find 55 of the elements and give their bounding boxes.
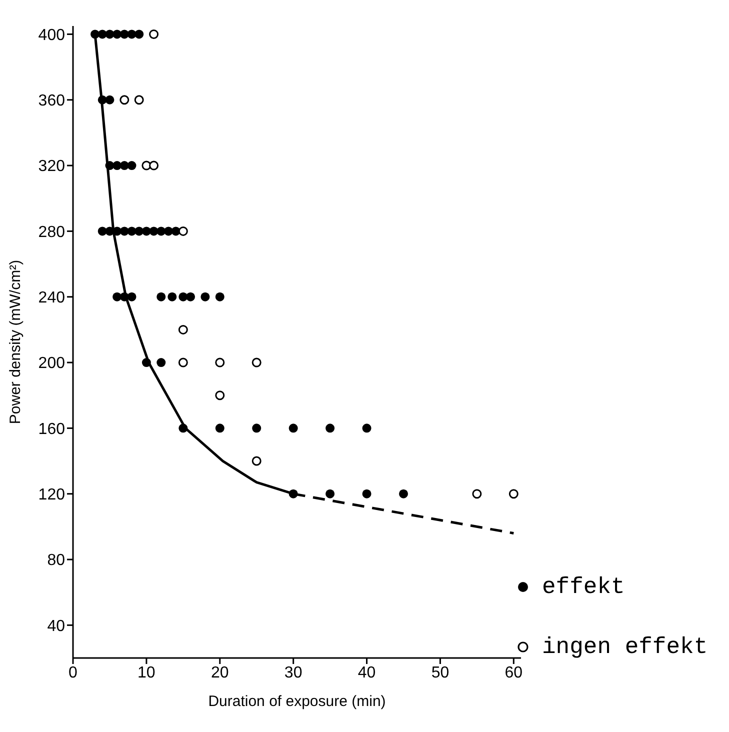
point: [178, 324, 188, 334]
point: [149, 29, 159, 39]
point: [215, 358, 225, 368]
y-tick-label: 320: [38, 158, 66, 176]
point: [215, 390, 225, 400]
point: [252, 456, 262, 466]
x-tick-label: 20: [210, 664, 229, 682]
point: [508, 489, 518, 499]
point: [134, 95, 144, 105]
legend-label: ingen effekt: [542, 634, 708, 660]
point: [472, 489, 482, 499]
point: [326, 489, 335, 498]
point: [156, 358, 166, 368]
x-tick-label: 10: [138, 664, 156, 682]
y-tick-label: 160: [38, 420, 66, 438]
y-tick-label: 280: [38, 224, 66, 241]
y-tick-label: 400: [38, 26, 66, 44]
point: [168, 292, 177, 302]
point: [164, 226, 173, 236]
point: [134, 30, 144, 39]
point: [127, 292, 136, 302]
y-tick-label: 360: [38, 92, 66, 110]
point: [142, 226, 151, 236]
point: [120, 95, 130, 105]
point: [178, 226, 188, 236]
y-tick-label: 40: [47, 618, 66, 635]
point: [186, 292, 196, 302]
x-tick-label: 40: [358, 664, 376, 682]
x-tick-label: 30: [284, 664, 302, 682]
point: [326, 424, 335, 433]
point: [215, 424, 224, 433]
x-tick-label: 50: [431, 664, 450, 682]
point: [200, 292, 210, 302]
point: [178, 358, 188, 368]
y-tick-label: 80: [47, 552, 66, 570]
point: [215, 292, 224, 302]
y-tick-label: 240: [38, 290, 66, 307]
point: [120, 161, 129, 170]
point: [398, 489, 408, 498]
y-axis-title: Power density (mW/cm²): [7, 260, 24, 424]
x-tick-label: 60: [504, 664, 523, 682]
y-tick-label: 120: [38, 486, 66, 504]
point: [156, 292, 166, 302]
x-tick-label: 0: [68, 664, 78, 682]
point: [252, 424, 262, 433]
point: [127, 161, 136, 170]
legend-label: effekt: [542, 574, 625, 600]
point: [149, 160, 159, 170]
point: [288, 424, 298, 433]
point: [105, 95, 114, 104]
point: [252, 358, 262, 368]
point: [362, 424, 372, 433]
x-axis-title: Duration of exposure (min): [208, 693, 386, 710]
y-tick-label: 200: [38, 355, 66, 372]
point: [362, 489, 372, 498]
